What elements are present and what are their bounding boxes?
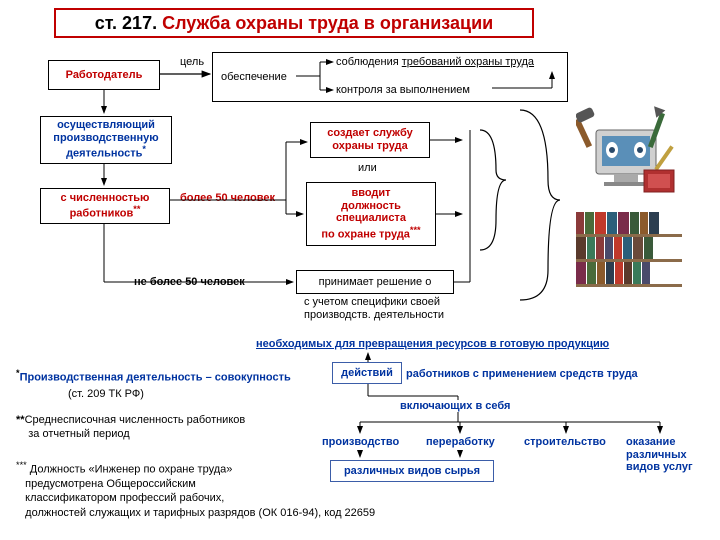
title-box: ст. 217. Служба охраны труда в организац… <box>54 8 534 38</box>
fn3: *** Должность «Инженер по охране труда» … <box>16 460 375 520</box>
creates-box: создает службу охраны труда <box>310 122 430 158</box>
activity-box: осуществляющий производственную деятельн… <box>40 116 172 164</box>
title-prefix: ст. 217. <box>95 13 162 33</box>
bookshelf-icon <box>576 212 682 287</box>
more50-label: более 50 человек <box>180 192 275 204</box>
specifics: с учетом специфики своей производств. де… <box>304 296 444 322</box>
employer-box: Работодатель <box>48 60 160 90</box>
or-label: или <box>358 162 377 174</box>
less50-label: не более 50 человек <box>134 276 245 288</box>
cat4: оказание различных видов услуг <box>626 436 693 474</box>
cat1: производство <box>322 436 399 448</box>
req1: соблюдения требований охраны труда <box>336 56 534 68</box>
goal-label: цель <box>180 56 204 68</box>
title-main: Служба охраны труда в организации <box>162 13 493 33</box>
headcount-box: с численностью работников** <box>40 188 170 224</box>
actions-box: действий <box>332 362 402 384</box>
ref-label: (ст. 209 ТК РФ) <box>68 388 144 400</box>
def-post: работников с применением средств труда <box>406 368 638 380</box>
ensure-label: обеспечение <box>221 71 287 83</box>
decides-box: принимает решение о <box>296 270 454 294</box>
necessary-label: необходимых для превращения ресурсов в г… <box>256 338 609 350</box>
cat3: строительство <box>524 436 606 448</box>
cat2: переработку <box>426 436 495 448</box>
including-label: включающих в себя <box>400 400 510 412</box>
introduces-box: вводит должность специалиста по охране т… <box>306 182 436 246</box>
fn2: **Среднесписочная численность работников… <box>16 414 245 442</box>
req2: контроля за выполнением <box>336 84 470 96</box>
employer-label: Работодатель <box>66 69 143 81</box>
def-line: *Производственная деятельность – совокуп… <box>16 368 291 384</box>
tools-icon <box>576 100 686 200</box>
